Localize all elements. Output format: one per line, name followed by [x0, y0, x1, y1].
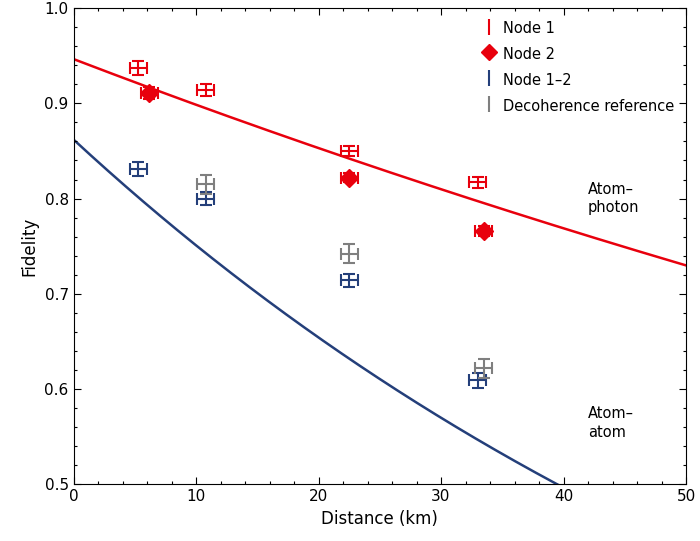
Text: Atom–
atom: Atom– atom — [588, 406, 634, 440]
Text: Atom–
photon: Atom– photon — [588, 182, 640, 215]
Legend: Node 1, Node 2, Node 1–2, Decoherence reference: Node 1, Node 2, Node 1–2, Decoherence re… — [477, 15, 679, 120]
X-axis label: Distance (km): Distance (km) — [321, 510, 438, 527]
Y-axis label: Fidelity: Fidelity — [21, 216, 38, 276]
